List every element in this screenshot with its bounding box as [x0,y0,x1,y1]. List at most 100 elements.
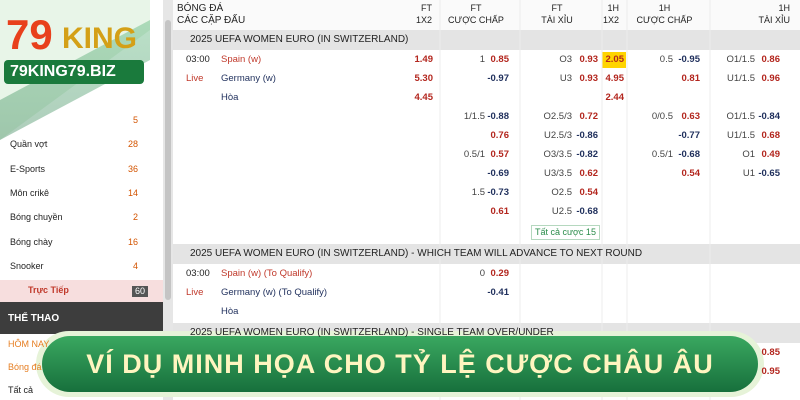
odd-line: O2.5/3 [543,111,572,122]
sport-count[interactable]: 36 [127,163,138,174]
odd-line: 1 [479,54,485,65]
odd-line: 0/0.5 [651,111,673,122]
odd-line: 0.5/1 [651,149,673,160]
column-period: FT [551,3,563,13]
odd-value[interactable]: 0.62 [579,168,599,179]
odd-value[interactable]: 0.54 [681,168,701,179]
odd-value[interactable]: 4.95 [605,73,625,84]
odd-value[interactable]: -0.65 [758,168,780,179]
odd-value[interactable]: -0.73 [487,187,509,198]
odd-line: U1/1.5 [727,73,755,84]
odd-line: 1/1.5 [463,111,485,122]
odd-value[interactable]: 0.96 [761,73,781,84]
match-time: 03:00 [186,268,210,279]
odd-value[interactable]: 0.68 [761,130,781,141]
odd-value[interactable]: 5.30 [414,73,434,84]
odd-value[interactable]: 0.29 [490,268,510,279]
sport-title: BÓNG ĐÁ [177,3,224,14]
sport-count[interactable]: 14 [127,187,138,198]
odd-value[interactable]: -0.97 [487,73,509,84]
column-period: 1H [778,3,790,13]
odd-value[interactable]: 0.76 [490,130,510,141]
sport-count[interactable]: 5 [132,115,138,125]
odd-value[interactable]: -0.86 [576,130,598,141]
team-name: Spain (w) [221,54,262,65]
odd-line: 1.5 [471,187,485,198]
odd-value[interactable]: 0.93 [579,73,599,84]
sport-count[interactable]: 4 [132,260,138,271]
league-title: 2025 UEFA WOMEN EURO (IN SWITZERLAND) - … [190,327,554,338]
team-name: Hòa [221,306,239,317]
odd-line: U3/3.5 [544,168,572,179]
sport-count[interactable]: 16 [127,236,138,247]
odd-line: U3 [559,73,572,84]
odd-line: O3 [559,54,572,65]
odd-value[interactable]: 0.85 [490,54,510,65]
sport-count[interactable]: 60 [132,286,149,298]
more-bets[interactable]: Tất cả cược 15 [531,225,600,240]
odd-value[interactable]: 0.72 [579,111,599,122]
odd-value[interactable]: 1.49 [414,54,434,65]
odd-line: U1 [742,168,755,179]
team-name: Germany (w) (To Qualify) [221,287,328,298]
odd-value[interactable]: 0.95 [761,366,781,377]
banner-text: VÍ DỤ MINH HỌA CHO TỶ LỆ CƯỢC CHÂU ÂU [86,349,714,379]
sport-label[interactable]: Bóng chày [10,236,53,247]
sport-label[interactable]: E-Sports [10,163,46,174]
team-name: Spain (w) (To Qualify) [221,268,313,279]
matches-title: CÁC CẶP ĐẤU [177,15,246,26]
odd-value[interactable]: 2.44 [605,92,625,103]
odd-value[interactable]: -0.88 [487,111,509,122]
column-market: 1X2 [415,15,432,25]
odd-value[interactable]: 2.05 [605,54,625,65]
odd-value[interactable]: -0.69 [487,168,509,179]
odd-value[interactable]: 0.57 [490,149,510,160]
odd-value[interactable]: 0.85 [761,347,781,358]
odd-value[interactable]: 0.49 [761,149,781,160]
sport-label[interactable]: Quần vợt [10,139,48,150]
odd-value[interactable]: -0.68 [678,149,700,160]
odd-value[interactable]: 0.61 [490,206,510,217]
sport-label[interactable]: Bóng chuyền [10,212,63,223]
sport-count[interactable]: 2 [132,212,138,223]
odd-value[interactable]: 0.63 [681,111,701,122]
odd-value[interactable]: -0.95 [678,54,700,65]
odd-line: 0.5/1 [463,149,485,160]
sidebar-link[interactable]: HÔM NAY [8,339,50,349]
odd-value[interactable]: 0.54 [579,187,599,198]
odd-line: O1 [742,149,755,160]
odd-line: U2.5 [551,206,572,217]
sidebar-link[interactable]: Bóng đá [8,362,42,372]
sport-label[interactable]: Trực Tiếp [28,285,69,296]
match-time: 03:00 [186,54,210,65]
odd-line: O2.5 [551,187,572,198]
sidebar-link[interactable]: Tất cả [8,385,34,395]
odd-line: 0.5 [659,54,673,65]
odd-value[interactable]: -0.41 [487,287,509,298]
sport-count[interactable]: 28 [127,139,138,150]
column-market: TÀI XỈU [758,15,790,25]
sidebar-section: THỂ THAO [8,313,60,324]
league-title: 2025 UEFA WOMEN EURO (IN SWITZERLAND) [190,34,409,45]
column-period: 1H [607,3,619,13]
odd-value[interactable]: -0.77 [678,130,700,141]
league-title: 2025 UEFA WOMEN EURO (IN SWITZERLAND) - … [190,248,643,259]
odd-value[interactable]: 4.45 [414,92,434,103]
odd-value[interactable]: 0.93 [579,54,599,65]
team-name: Germany (w) [221,73,276,84]
odd-value[interactable]: 0.86 [761,54,781,65]
odd-line: O1/1.5 [726,111,755,122]
sport-label[interactable]: Môn crikê [10,187,50,198]
odd-value[interactable]: -0.82 [576,149,598,160]
odd-value[interactable]: -0.68 [576,206,598,217]
match-time: Live [186,287,204,298]
column-period: FT [421,3,432,13]
sport-label[interactable]: Snooker [10,260,44,271]
column-market: TÀI XỈU [541,15,573,25]
odd-value[interactable]: 0.81 [681,73,701,84]
odd-line: 0 [479,268,485,279]
column-period: 1H [658,3,671,13]
odd-value[interactable]: -0.84 [758,111,780,122]
column-period: FT [470,3,482,13]
